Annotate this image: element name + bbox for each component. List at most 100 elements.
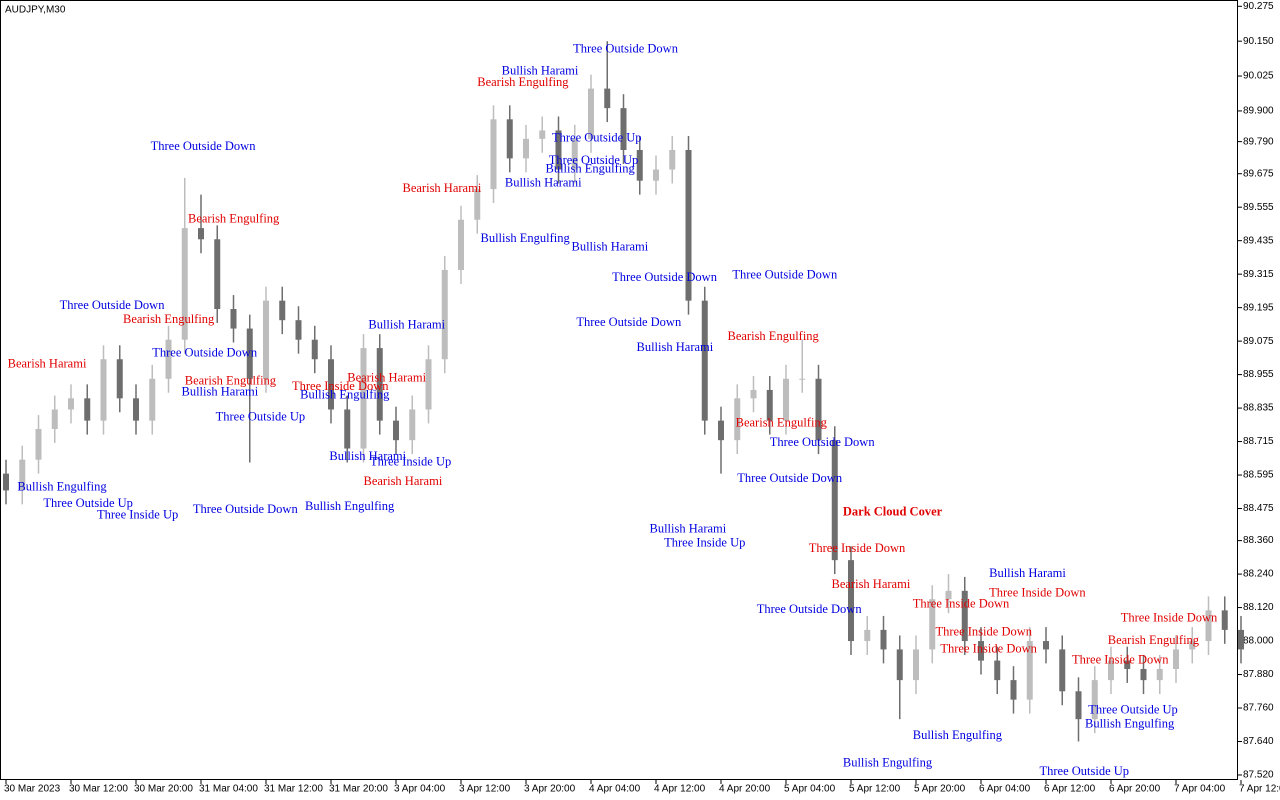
candle-body bbox=[360, 348, 367, 449]
y-tick-label: 88.120 bbox=[1243, 602, 1274, 613]
pattern-label: Three Outside Up bbox=[216, 410, 306, 424]
candle-body bbox=[799, 378, 806, 380]
x-tick-label: 3 Apr 20:00 bbox=[524, 784, 576, 795]
candle-body bbox=[880, 629, 887, 650]
candle-body bbox=[35, 429, 42, 460]
pattern-label: Bullish Engulfing bbox=[1085, 717, 1175, 731]
candle-body bbox=[474, 189, 481, 220]
candle-body bbox=[571, 138, 578, 170]
x-tick-label: 7 Apr 04:00 bbox=[1174, 784, 1226, 795]
candle-body bbox=[409, 409, 416, 441]
y-tick-label: 89.075 bbox=[1243, 336, 1274, 347]
pattern-label: Bullish Harami bbox=[182, 385, 259, 399]
pattern-label: Bearish Harami bbox=[364, 474, 443, 488]
candle-body bbox=[1238, 629, 1244, 650]
pattern-label: Three Inside Down bbox=[292, 379, 389, 393]
pattern-label: Bullish Harami bbox=[502, 64, 579, 78]
candle-body bbox=[181, 228, 188, 340]
candle-body bbox=[1059, 649, 1066, 692]
candle-body bbox=[978, 641, 984, 661]
candle-body bbox=[1010, 680, 1017, 700]
pattern-label: Three Outside Down bbox=[60, 298, 166, 312]
candle-body bbox=[165, 339, 172, 379]
pattern-label: Three Outside Down bbox=[152, 346, 258, 360]
pattern-label: Bearish Harami bbox=[347, 371, 426, 385]
y-tick-label: 90.025 bbox=[1243, 71, 1274, 82]
pattern-label: Bullish Harami bbox=[505, 175, 582, 189]
y-tick-label: 90.275 bbox=[1243, 1, 1274, 12]
pattern-label: Bullish Engulfing bbox=[300, 387, 390, 401]
pattern-label: Bearish Engulfing bbox=[188, 212, 280, 226]
x-tick-label: 5 Apr 20:00 bbox=[914, 784, 966, 795]
candle-body bbox=[653, 169, 659, 181]
y-tick-label: 89.195 bbox=[1243, 302, 1274, 313]
pattern-label: Three Outside Down bbox=[573, 41, 679, 55]
x-tick-label: 6 Apr 12:00 bbox=[1044, 784, 1096, 795]
candle-body bbox=[588, 88, 594, 139]
pattern-label: Bullish Engulfing bbox=[481, 231, 571, 245]
y-tick-label: 89.315 bbox=[1243, 269, 1274, 280]
pattern-label: Bearish Harami bbox=[8, 357, 87, 371]
x-tick-label: 31 Mar 20:00 bbox=[329, 784, 388, 795]
pattern-label: Three Outside Down bbox=[757, 602, 863, 616]
candle-body bbox=[1189, 641, 1196, 650]
pattern-label: Bullish Harami bbox=[329, 449, 406, 463]
y-tick-label: 90.150 bbox=[1243, 36, 1274, 47]
pattern-label: Three Outside Up bbox=[1088, 703, 1178, 717]
candle-body bbox=[198, 228, 204, 240]
y-tick-label: 88.955 bbox=[1243, 369, 1274, 380]
pattern-label: Bearish Engulfing bbox=[736, 415, 828, 429]
pattern-label: Bearish Engulfing bbox=[728, 329, 820, 343]
candle-body bbox=[246, 328, 253, 379]
x-tick-label: 30 Mar 2023 bbox=[4, 784, 61, 795]
pattern-label: Bullish Engulfing bbox=[546, 161, 636, 175]
candle-body bbox=[913, 649, 919, 681]
chart-title: AUDJPY,M30 bbox=[5, 5, 66, 16]
pattern-label: Three Inside Down bbox=[913, 597, 1010, 611]
pattern-label: Bullish Harami bbox=[368, 318, 445, 332]
candle-body bbox=[263, 300, 269, 379]
candle-body bbox=[84, 398, 91, 421]
y-tick-label: 88.595 bbox=[1243, 470, 1274, 481]
pattern-label: Three Outside Down bbox=[737, 471, 843, 485]
candle-body bbox=[1091, 680, 1098, 720]
y-tick-label: 89.675 bbox=[1243, 168, 1274, 179]
candle-body bbox=[815, 378, 822, 441]
pattern-label: Three Outside Up bbox=[552, 131, 642, 145]
candle-body bbox=[620, 108, 627, 150]
y-tick-label: 87.520 bbox=[1243, 770, 1274, 781]
candle-body bbox=[230, 309, 237, 329]
pattern-label: Bearish Harami bbox=[832, 577, 911, 591]
candle-body bbox=[1124, 660, 1131, 669]
x-tick-label: 6 Apr 20:00 bbox=[1109, 784, 1161, 795]
y-tick-label: 87.640 bbox=[1243, 736, 1274, 747]
pattern-label: Three Inside Down bbox=[989, 585, 1086, 599]
pattern-label: Three Inside Down bbox=[809, 541, 906, 555]
pattern-label: Bullish Engulfing bbox=[17, 479, 107, 493]
candle-body bbox=[718, 420, 724, 441]
candle-body bbox=[734, 398, 741, 441]
candle-body bbox=[506, 119, 513, 159]
pattern-label: Bullish Harami bbox=[650, 521, 727, 535]
y-tick-label: 89.555 bbox=[1243, 202, 1274, 213]
pattern-label: Three Outside Down bbox=[151, 139, 257, 153]
candle-body bbox=[701, 300, 708, 421]
candle-body bbox=[523, 138, 529, 159]
candle-body bbox=[100, 359, 107, 421]
candle-body bbox=[295, 320, 302, 340]
candle-body bbox=[864, 629, 871, 642]
candle-body bbox=[1108, 660, 1114, 681]
candle-body bbox=[750, 389, 757, 399]
candle-body bbox=[1173, 649, 1179, 669]
pattern-label: Bearish Engulfing bbox=[185, 373, 277, 387]
candle-body bbox=[68, 398, 74, 410]
pattern-label: Three Inside Down bbox=[1121, 611, 1218, 625]
candle-body bbox=[19, 459, 26, 491]
pattern-label: Three Outside Up bbox=[1040, 764, 1130, 778]
x-tick-label: 5 Apr 04:00 bbox=[784, 784, 836, 795]
pattern-label: Three Outside Down bbox=[732, 267, 838, 281]
pattern-label: Three Inside Up bbox=[370, 454, 451, 468]
y-tick-label: 89.790 bbox=[1243, 136, 1274, 147]
